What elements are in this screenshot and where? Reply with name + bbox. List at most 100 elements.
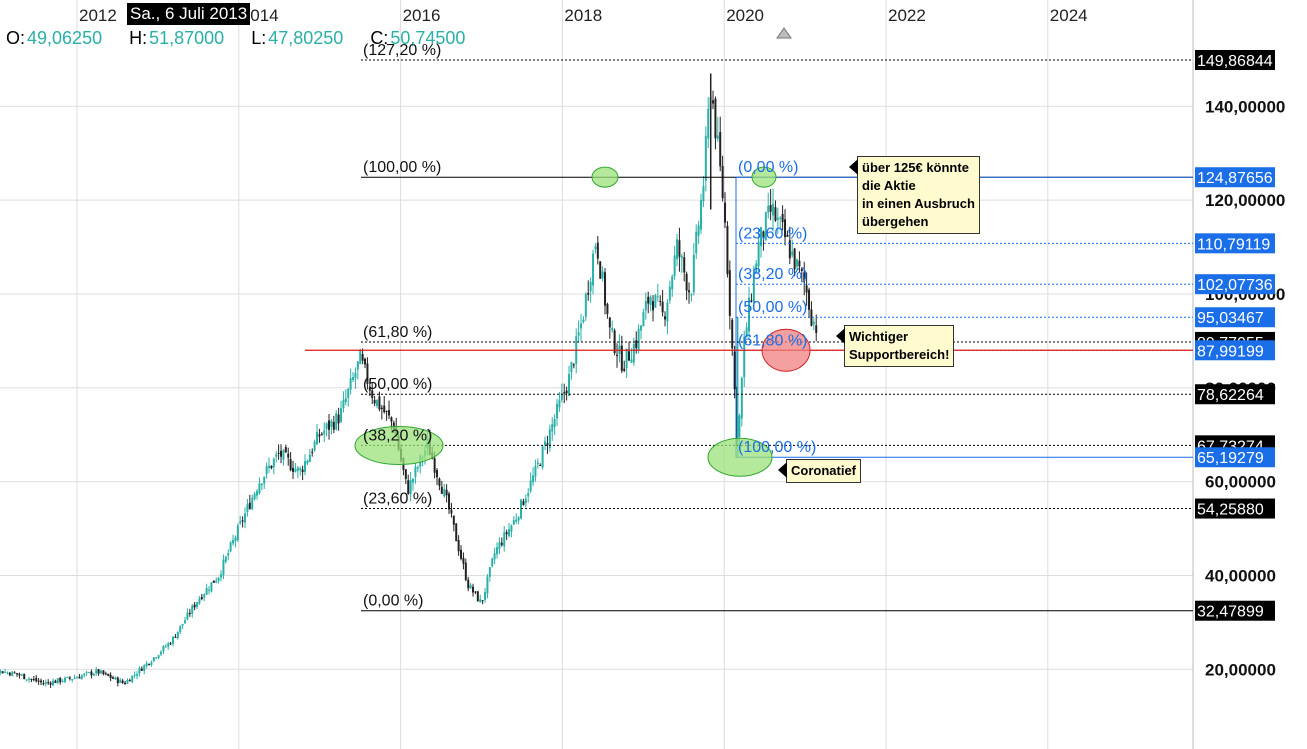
x-tick-label: 2012 (79, 6, 117, 25)
candle-body (59, 677, 62, 683)
candle-body (803, 272, 806, 282)
candle-body (289, 459, 292, 471)
candle-body (35, 678, 38, 682)
corona-annotation[interactable]: Coronatief (778, 459, 861, 483)
candle-body (796, 259, 799, 267)
candle-body (666, 302, 669, 322)
candle-body (160, 651, 163, 655)
candle-body (71, 679, 74, 681)
scroll-marker-icon[interactable] (776, 27, 792, 39)
breakout-line-3: in einen Ausbruch (862, 196, 975, 211)
price-label-text: 87,99199 (1197, 343, 1264, 360)
support-annotation[interactable]: Wichtiger Supportbereich! (835, 325, 955, 367)
candle-body (460, 549, 463, 559)
ohlc-readout: O: 49,06250 H: 51,87000 L: 47,80250 C: 50,74… (6, 28, 487, 49)
candle-body (85, 672, 88, 674)
candle-body (126, 680, 129, 684)
candle-body (757, 241, 760, 267)
candle-body (368, 387, 371, 391)
candle-body (522, 501, 525, 506)
candle-body (164, 646, 167, 648)
candle-body (416, 467, 419, 469)
candle-body (572, 364, 575, 366)
candle-body (215, 580, 218, 583)
candle-body (220, 574, 223, 578)
price-label-box (1195, 274, 1275, 295)
price-label-text: 32,47899 (1197, 604, 1264, 621)
x-tick-label: 2014 (241, 6, 279, 25)
candle-body (95, 669, 98, 674)
candle-body (582, 319, 585, 323)
price-label-box (1195, 49, 1275, 70)
candle-body (532, 475, 535, 483)
candle-body (251, 497, 254, 510)
candle-body (637, 328, 640, 350)
price-label-box (1195, 307, 1275, 328)
candle-body (580, 323, 583, 329)
candle-body (61, 681, 64, 683)
candle-body (740, 377, 743, 419)
candle-body (20, 674, 23, 676)
candle-body (661, 301, 664, 313)
candle-body (640, 325, 643, 331)
fibonacci-levels (305, 59, 1193, 612)
candle-body (83, 673, 86, 676)
candle-body (764, 212, 767, 241)
candle-body (791, 251, 794, 256)
fib-black-label: (38,20 %) (363, 427, 432, 444)
candle-body (529, 480, 532, 492)
candle-body (380, 407, 383, 409)
y-tick-label: 120,00000 (1205, 191, 1285, 210)
candle-body (563, 392, 566, 394)
x-axis: 2012 2014 2016 2018 2020 2022 2024 (79, 6, 1088, 25)
candle-body (440, 486, 443, 494)
candle-body (1, 671, 4, 674)
candle-body (678, 240, 681, 257)
candle-body (680, 256, 683, 259)
candle-body (786, 234, 789, 237)
candle-body (234, 537, 237, 542)
y-tick-label: 40,00000 (1205, 566, 1276, 585)
candle-body (496, 547, 499, 555)
candle-body (119, 679, 122, 683)
candle-body (695, 231, 698, 254)
candle-body (476, 591, 479, 602)
candle-body (409, 480, 412, 494)
candle-body (205, 588, 208, 595)
candle-body (323, 430, 326, 435)
candle-body (620, 345, 623, 371)
candle-body (114, 677, 117, 680)
candle-body (611, 327, 614, 331)
candle-body (349, 378, 352, 390)
candle-body (601, 271, 604, 279)
fib-black-label: (0,00 %) (363, 593, 423, 610)
candle-body (455, 523, 458, 542)
close-value: 50,74500 (390, 28, 466, 48)
candle-body (284, 447, 287, 453)
candle-body (800, 268, 803, 271)
candle-body (558, 400, 561, 408)
candle-body (152, 657, 155, 662)
candle-body (692, 254, 695, 293)
candle-body (275, 454, 278, 457)
breakout-annotation[interactable]: über 125€ könnte die Aktie in einen Ausb… (849, 156, 980, 234)
price-label-box (1195, 447, 1275, 468)
candle-body (464, 562, 467, 581)
candle-body (544, 441, 547, 446)
open-value: 49,06250 (27, 28, 103, 48)
candle-body (212, 580, 215, 583)
candle-body (548, 429, 551, 449)
fib-black-label: (127,20 %) (363, 42, 441, 59)
candle-body (107, 673, 110, 676)
breakout-line-1: über 125€ könnte (862, 160, 969, 175)
candle-body (553, 419, 556, 427)
candle-body (769, 204, 772, 212)
candle-body (469, 585, 472, 589)
candle-body (450, 509, 453, 514)
candle-body (436, 470, 439, 478)
candle-body (100, 670, 103, 674)
price-label-text: 149,86844 (1197, 53, 1273, 70)
candle-body (16, 673, 19, 675)
candle-body (738, 415, 741, 438)
